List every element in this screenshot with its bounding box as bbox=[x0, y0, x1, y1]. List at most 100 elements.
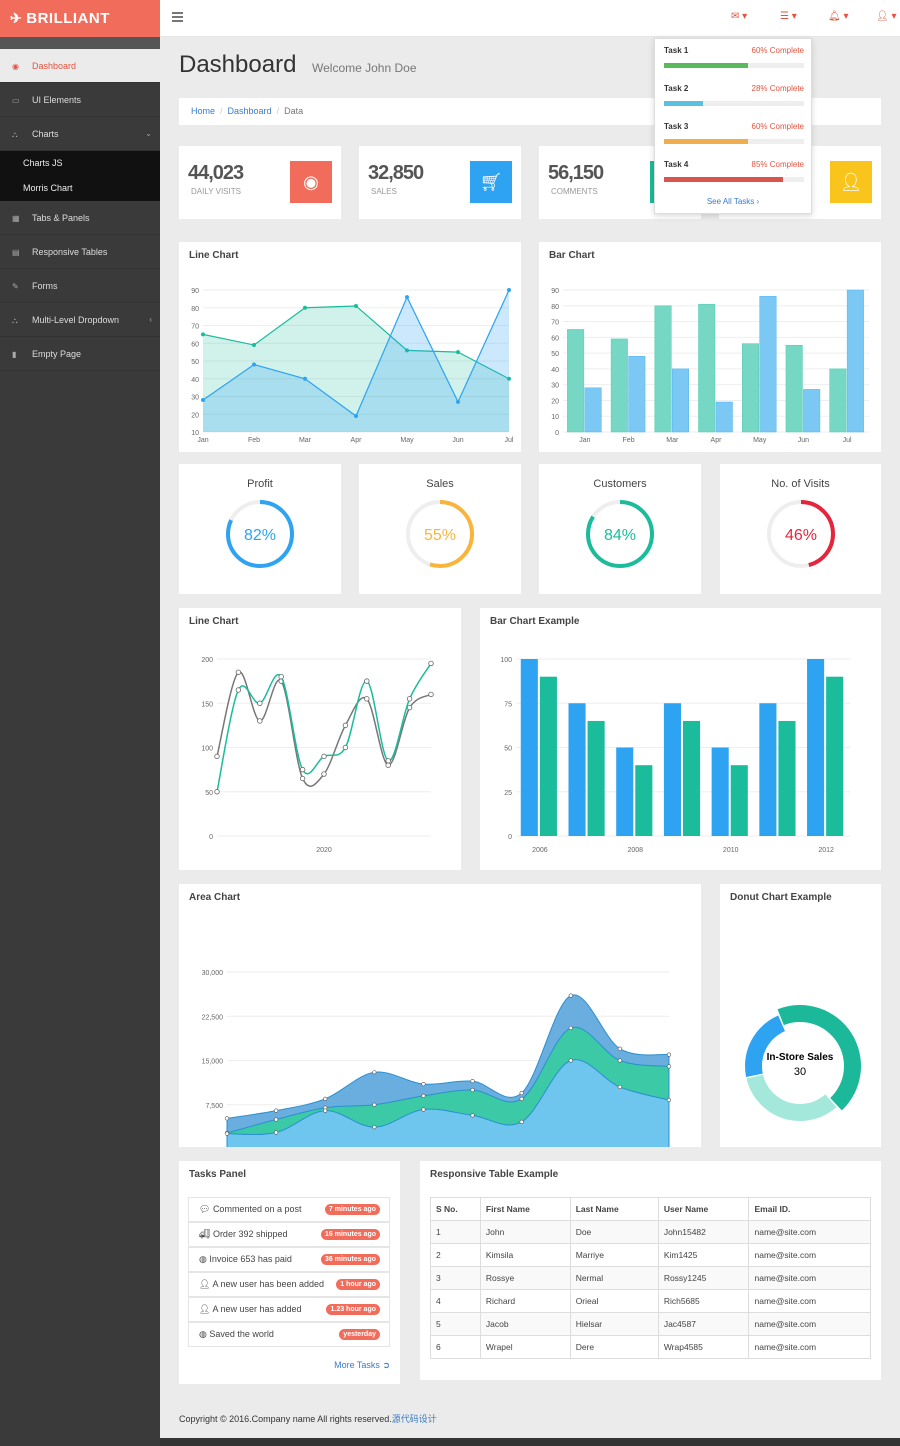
data-point bbox=[201, 398, 205, 403]
bar bbox=[846, 289, 864, 433]
data-point bbox=[519, 1119, 524, 1124]
sidebar-item-multilevel[interactable]: ⛬ Multi-Level Dropdown ‹ bbox=[0, 303, 160, 337]
y-tick-label: 7,500 bbox=[205, 1103, 223, 1110]
sidebar-item-charts[interactable]: ⛬ Charts ⌄ bbox=[0, 117, 160, 151]
list-item[interactable]: 👤︎ A new user has added 1.23 hour ago bbox=[188, 1297, 390, 1322]
bar bbox=[803, 389, 821, 433]
brand-logo[interactable]: ✈ BRILLIANT bbox=[0, 0, 160, 37]
table-cell: John bbox=[479, 1220, 571, 1244]
x-tick-label: Jun bbox=[798, 437, 809, 444]
table-cell: Kimsila bbox=[479, 1243, 571, 1267]
more-tasks-link[interactable]: More Tasks ➲ bbox=[334, 1360, 390, 1370]
circle-value: 82% bbox=[244, 527, 276, 544]
list-item[interactable]: 🚚︎ Order 392 shipped 16 minutes ago bbox=[188, 1222, 390, 1247]
data-point bbox=[507, 376, 511, 381]
table-cell: name@site.com bbox=[748, 1266, 871, 1290]
stat-value: 44,023 bbox=[188, 162, 244, 184]
edit-icon: ✎ bbox=[12, 282, 19, 291]
data-point bbox=[456, 350, 460, 355]
list-item[interactable]: 👤︎ A new user has been added 1 hour ago bbox=[188, 1272, 390, 1297]
panel-title: Responsive Table Example bbox=[430, 1169, 559, 1180]
data-point bbox=[323, 1108, 328, 1113]
users-table: S No. First Name Last Name User Name Ema… bbox=[430, 1197, 871, 1359]
data-point bbox=[224, 1116, 230, 1121]
bar bbox=[635, 765, 653, 836]
data-point bbox=[421, 1093, 426, 1098]
see-all-tasks-link[interactable]: See All Tasks › bbox=[706, 197, 760, 206]
sidebar-item-tabs-panels[interactable]: ▦ Tabs & Panels bbox=[0, 201, 160, 235]
sidebar-item-ui-elements[interactable]: ▭ UI Elements bbox=[0, 83, 160, 117]
y-tick-label: 150 bbox=[201, 701, 213, 708]
circle-title: No. of Visits bbox=[771, 478, 830, 490]
circle-value: 84% bbox=[604, 527, 636, 544]
sitemap-icon: ⛬ bbox=[12, 316, 18, 325]
y-tick-label: 0 bbox=[555, 430, 559, 437]
time-badge: 36 minutes ago bbox=[321, 1254, 380, 1265]
envelope-icon[interactable]: ✉ ▾ bbox=[731, 11, 748, 22]
data-point bbox=[666, 1097, 672, 1103]
tasks-icon[interactable]: ☰ ▾ bbox=[780, 11, 797, 22]
data-point bbox=[568, 1025, 573, 1031]
y-tick-label: 30 bbox=[191, 395, 199, 402]
progress-bar bbox=[664, 177, 804, 182]
x-tick-label: 2012 bbox=[818, 847, 834, 854]
user-icon[interactable]: 👤︎ ▾ bbox=[876, 11, 897, 22]
data-point bbox=[342, 744, 349, 751]
y-tick-label: 40 bbox=[191, 377, 199, 384]
x-tick-label: Apr bbox=[711, 437, 723, 444]
sidebar-subitem-charts-js[interactable]: Charts JS bbox=[0, 151, 160, 176]
time-badge: yesterday bbox=[339, 1329, 380, 1340]
x-tick-label: May bbox=[400, 437, 414, 444]
donut-slice bbox=[746, 1074, 837, 1121]
data-point bbox=[257, 700, 263, 706]
bar bbox=[829, 368, 847, 433]
user-icon: 👤︎ bbox=[830, 161, 872, 203]
bar bbox=[520, 659, 538, 836]
table-cell: Kim1425 bbox=[657, 1243, 750, 1267]
sidebar-item-empty-page[interactable]: ▮ Empty Page bbox=[0, 337, 160, 371]
eye-icon: ◉ bbox=[290, 161, 332, 203]
time-badge: 1 hour ago bbox=[336, 1279, 380, 1290]
profit-progress-circle: 82% bbox=[226, 500, 294, 568]
data-point bbox=[428, 691, 434, 698]
breadcrumb-dashboard[interactable]: Dashboard bbox=[227, 106, 272, 116]
stat-card-visits: 44,023 DAILY VISITS ◉ bbox=[179, 146, 341, 219]
list-item[interactable]: ◍ Saved the world yesterday bbox=[188, 1322, 390, 1347]
chevron-down-icon: ⌄ bbox=[145, 129, 152, 138]
breadcrumb-home[interactable]: Home bbox=[191, 106, 216, 116]
data-point bbox=[421, 1082, 426, 1087]
list-item[interactable]: ◍ Invoice 653 has paid 36 minutes ago bbox=[188, 1247, 390, 1272]
stat-card-sales: 32,850 SALES 🛒︎ bbox=[359, 146, 521, 219]
tasks-panel: Tasks Panel 💬︎ Commented on a post 7 minu… bbox=[179, 1161, 400, 1384]
sidebar-item-responsive-tables[interactable]: ▤ Responsive Tables bbox=[0, 235, 160, 269]
globe-icon: ◍ bbox=[199, 1254, 210, 1264]
bar bbox=[759, 296, 777, 433]
sidebar-subitem-morris-chart[interactable]: Morris Chart bbox=[0, 176, 160, 201]
cart-icon: 🛒︎ bbox=[470, 161, 512, 203]
progress-bar bbox=[664, 63, 804, 68]
list-item[interactable]: 💬︎ Commented on a post 7 minutes ago bbox=[188, 1197, 390, 1222]
y-tick-label: 50 bbox=[504, 746, 512, 753]
x-tick-label: Jun bbox=[452, 437, 463, 444]
bell-icon[interactable]: 🔔︎ ▾ bbox=[828, 11, 849, 22]
line-chart-2-panel: Line Chart 0 50 100 150 200 2020 bbox=[179, 608, 461, 870]
panel-title: Bar Chart bbox=[549, 250, 595, 261]
series-area bbox=[203, 305, 509, 432]
sidebar-item-dashboard[interactable]: ◉ Dashboard bbox=[0, 49, 160, 83]
data-point bbox=[354, 414, 358, 419]
table-cell: 4 bbox=[430, 1289, 481, 1313]
donut-chart-panel: Donut Chart Example In-Store Sales 30 bbox=[720, 884, 881, 1147]
circle-progress bbox=[226, 500, 294, 568]
footer-link[interactable]: 源代码设计 bbox=[391, 1414, 437, 1424]
sidebar-item-forms[interactable]: ✎ Forms bbox=[0, 269, 160, 303]
panel-title: Donut Chart Example bbox=[730, 892, 832, 903]
table-cell: Nermal bbox=[569, 1266, 659, 1290]
table-cell: 3 bbox=[430, 1266, 481, 1290]
menu-toggle-icon[interactable] bbox=[172, 12, 183, 22]
stat-label: COMMENTS bbox=[551, 187, 598, 196]
data-point bbox=[201, 332, 205, 337]
grouped-bar-chart: 0 25 50 75 100 2006 2008 2010 2012 bbox=[500, 657, 850, 854]
table-cell: Dere bbox=[569, 1335, 659, 1359]
time-badge: 1.23 hour ago bbox=[326, 1304, 380, 1315]
